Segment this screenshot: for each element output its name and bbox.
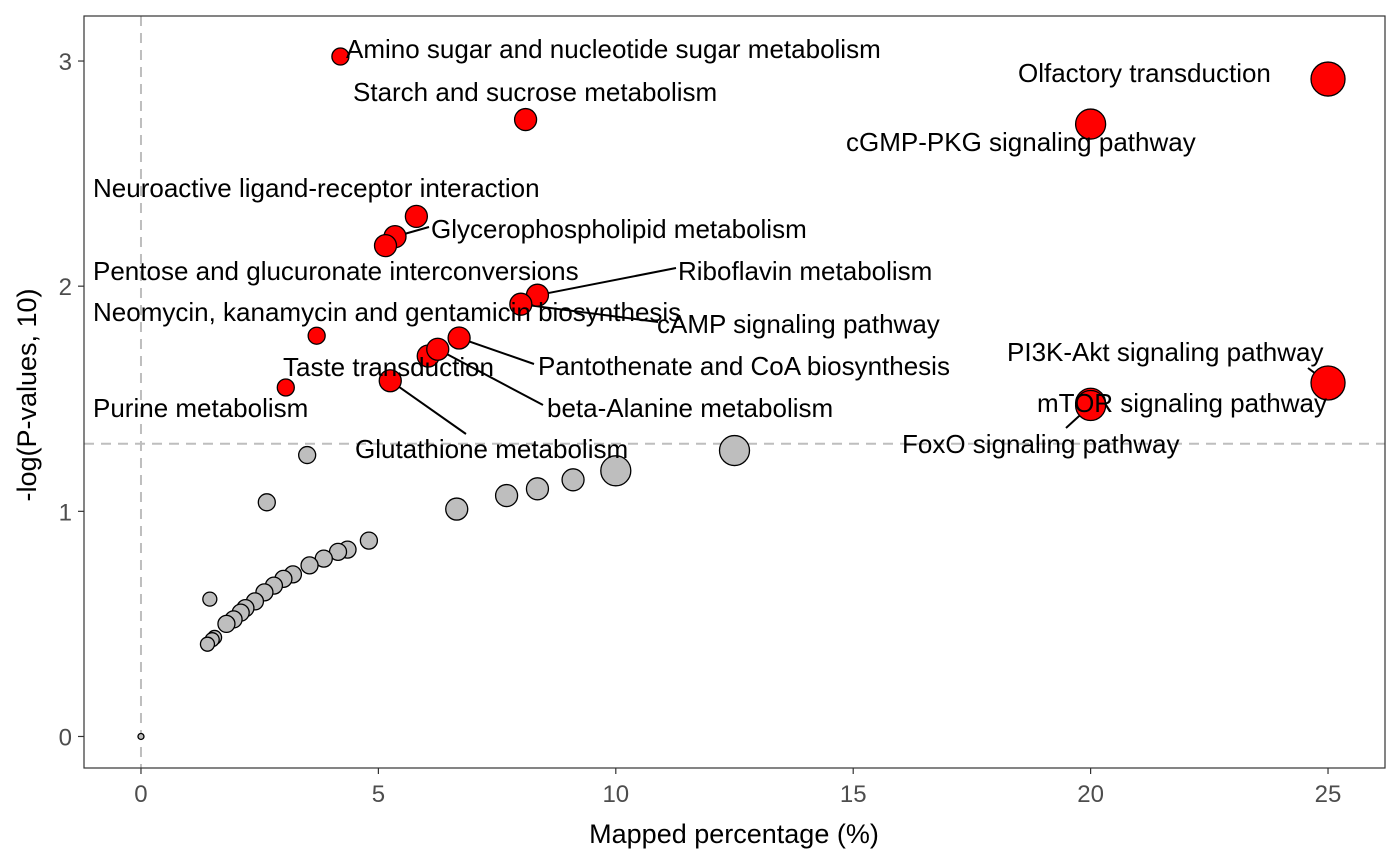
data-point-not-significant: [525, 477, 550, 501]
data-point-not-significant: [137, 732, 145, 741]
y-tick-label: 0: [59, 724, 72, 751]
label-leader-line: [389, 379, 467, 435]
point-label: Amino sugar and nucleotide sugar metabol…: [346, 34, 881, 64]
point-label: PI3K-Akt signaling pathway: [1007, 337, 1324, 367]
data-point-not-significant: [718, 434, 751, 467]
point-label: mTOR signaling pathway: [1037, 388, 1327, 418]
y-tick-label: 1: [59, 499, 72, 526]
data-point-significant: [509, 292, 533, 316]
point-label: Taste transduction: [283, 352, 494, 382]
x-tick-label: 20: [1077, 781, 1104, 808]
data-point-not-significant: [600, 455, 632, 487]
point-label: Neomycin, kanamycin and gentamicin biosy…: [93, 297, 681, 327]
data-point-not-significant: [217, 614, 236, 634]
data-point-significant: [1310, 61, 1346, 97]
data-point-not-significant: [494, 483, 519, 508]
point-labels: Amino sugar and nucleotide sugar metabol…: [93, 34, 1327, 464]
point-label: Riboflavin metabolism: [678, 256, 932, 286]
point-label: FoxO signaling pathway: [902, 429, 1179, 459]
point-label: cAMP signaling pathway: [657, 309, 940, 339]
point-label: Pentose and glucuronate interconversions: [93, 256, 579, 286]
data-point-significant: [1310, 365, 1346, 401]
data-point-significant: [1074, 108, 1107, 140]
point-label: Neuroactive ligand-receptor interaction: [93, 173, 540, 203]
y-axis-title: -log(P-values, 10): [12, 288, 42, 501]
data-point-significant: [373, 234, 398, 258]
x-tick-label: 25: [1315, 781, 1342, 808]
plot-panel-border: [83, 15, 1386, 769]
point-label: Olfactory transduction: [1018, 58, 1271, 88]
point-label: Starch and sucrose metabolism: [353, 77, 717, 107]
label-leader-line: [437, 348, 544, 406]
data-point-significant: [1074, 389, 1107, 422]
point-label: cGMP-PKG signaling pathway: [846, 127, 1196, 157]
x-tick-label: 15: [840, 781, 867, 808]
point-label: Pantothenate and CoA biosynthesis: [538, 351, 950, 381]
data-point-significant: [404, 204, 429, 229]
axes: 0 5 10 15 20 25 0 1 2 3: [59, 49, 1342, 808]
data-point-not-significant: [300, 556, 319, 575]
data-point-not-significant: [202, 591, 218, 607]
data-point-significant: [331, 47, 350, 66]
point-label: beta-Alanine metabolism: [547, 393, 833, 423]
x-tick-label: 0: [134, 781, 147, 808]
data-point-not-significant: [445, 497, 469, 521]
data-point-not-significant: [257, 493, 276, 512]
data-point-significant: [378, 369, 402, 393]
x-axis-title: Mapped percentage (%): [589, 819, 879, 849]
data-point-significant: [307, 326, 326, 345]
data-points: [137, 47, 1346, 741]
point-label: Glutathione metabolism: [355, 434, 628, 464]
label-leader-line: [458, 337, 535, 365]
point-label: Glycerophospholipid metabolism: [431, 214, 807, 244]
data-point-not-significant: [199, 636, 216, 652]
label-leader-line: [520, 303, 659, 323]
data-point-not-significant: [561, 468, 585, 492]
y-tick-label: 2: [59, 274, 72, 301]
x-tick-label: 10: [602, 781, 629, 808]
data-point-significant: [276, 378, 295, 397]
point-label: Purine metabolism: [93, 393, 308, 423]
data-point-significant: [447, 326, 471, 350]
data-point-significant: [426, 337, 450, 361]
data-point-not-significant: [298, 445, 317, 465]
x-tick-label: 5: [372, 781, 385, 808]
data-point-significant: [513, 107, 538, 132]
y-tick-label: 3: [59, 49, 72, 76]
label-leader-line: [537, 267, 677, 297]
data-point-not-significant: [359, 531, 379, 550]
